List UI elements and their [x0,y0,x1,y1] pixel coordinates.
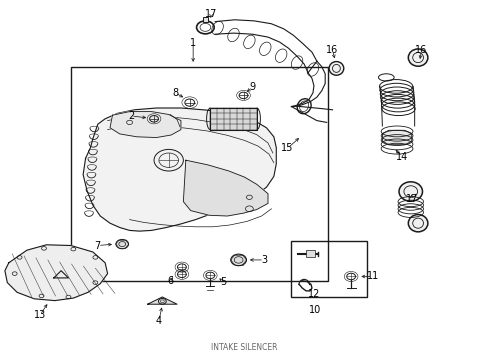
Text: 1: 1 [190,38,196,48]
Bar [210,108,256,130]
Bar [203,17,207,22]
Text: 12: 12 [307,289,320,300]
Bar [305,250,315,257]
Text: 14: 14 [395,152,407,162]
Text: 7: 7 [95,240,101,251]
Text: 15: 15 [281,143,293,153]
Text: 10: 10 [308,305,321,315]
Text: 3: 3 [261,255,266,265]
Polygon shape [147,297,177,304]
Polygon shape [83,108,276,231]
Text: 5: 5 [220,276,225,287]
Ellipse shape [407,215,427,232]
Text: INTAKE SILENCER: INTAKE SILENCER [211,343,277,352]
Circle shape [116,239,128,249]
Polygon shape [5,245,107,301]
Ellipse shape [407,49,427,66]
Text: 9: 9 [249,82,255,92]
Text: 4: 4 [156,316,162,326]
Ellipse shape [398,182,422,201]
Text: 13: 13 [34,310,46,320]
Text: 6: 6 [167,276,173,286]
Text: 8: 8 [172,88,178,98]
Text: 17: 17 [204,9,217,19]
Polygon shape [382,130,411,145]
Text: 17: 17 [405,194,417,204]
Text: 2: 2 [128,111,134,121]
Polygon shape [110,112,181,138]
Polygon shape [183,160,267,216]
Ellipse shape [328,62,343,75]
Text: 16: 16 [414,45,427,55]
Text: 16: 16 [325,45,338,55]
Circle shape [230,254,246,266]
Bar [71,67,327,281]
Text: 11: 11 [366,271,378,282]
Bar [290,241,366,297]
